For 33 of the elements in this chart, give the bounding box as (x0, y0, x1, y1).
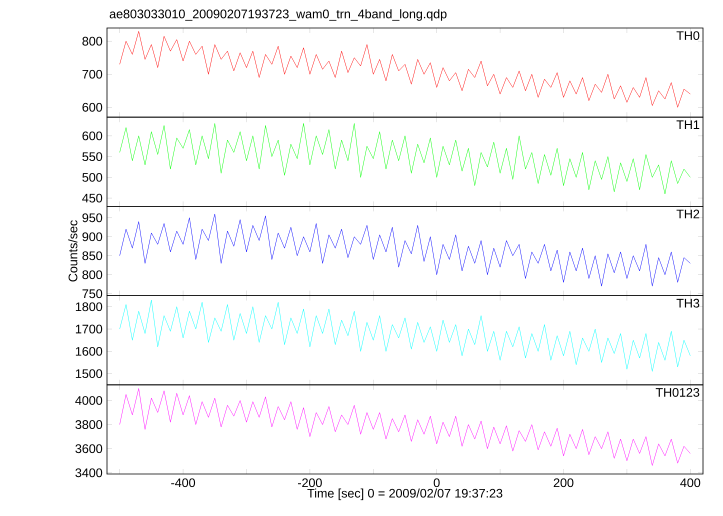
y-tick-label: 600 (82, 131, 102, 140)
x-axis-title: Time [sec] 0 = 2009/02/07 19:37:23 (307, 488, 502, 500)
x-tick-label: -200 (298, 478, 322, 488)
y-tick-label: 500 (82, 172, 102, 182)
y-tick-label: 450 (82, 194, 102, 203)
y-tick-label: 800 (82, 270, 102, 280)
text: TH2 (676, 210, 700, 218)
y-tick-label: 550 (82, 152, 102, 162)
y-tick-label: 700 (82, 70, 102, 79)
y-tick-label: 1700 (76, 324, 102, 334)
y-tick-label: 1800 (76, 302, 102, 312)
y-tick-label: 800 (82, 36, 102, 46)
text: TH1 (676, 120, 700, 129)
chart-title: ae803033010_20090207193723_wam0_trn_4band_long.qdp (110, 9, 447, 21)
x-tick-label: 0 (434, 478, 440, 488)
y-tick-label: 4000 (75, 396, 102, 405)
y-tick-label: 750 (82, 289, 102, 298)
y-tick-label: 1500 (76, 369, 102, 378)
text: TH0 (676, 31, 700, 40)
text: TH0123 (656, 388, 700, 397)
x-tick-label: -400 (171, 478, 196, 488)
y-tick-label: 1600 (76, 346, 102, 356)
y-tick-label: 900 (82, 232, 102, 242)
y-tick-label: 3800 (75, 420, 102, 429)
y-tick-label: 850 (82, 251, 102, 260)
y-axis-title: Counts/sec (68, 220, 78, 282)
x-tick-label: 200 (554, 478, 574, 488)
y-tick-label: 950 (82, 213, 102, 222)
y-tick-label: 600 (82, 102, 102, 112)
series-label: TH3 (676, 298, 700, 308)
y-tick-label: 3400 (75, 468, 102, 478)
y-tick-label: 3600 (75, 444, 102, 454)
x-tick-label: 400 (680, 478, 700, 488)
